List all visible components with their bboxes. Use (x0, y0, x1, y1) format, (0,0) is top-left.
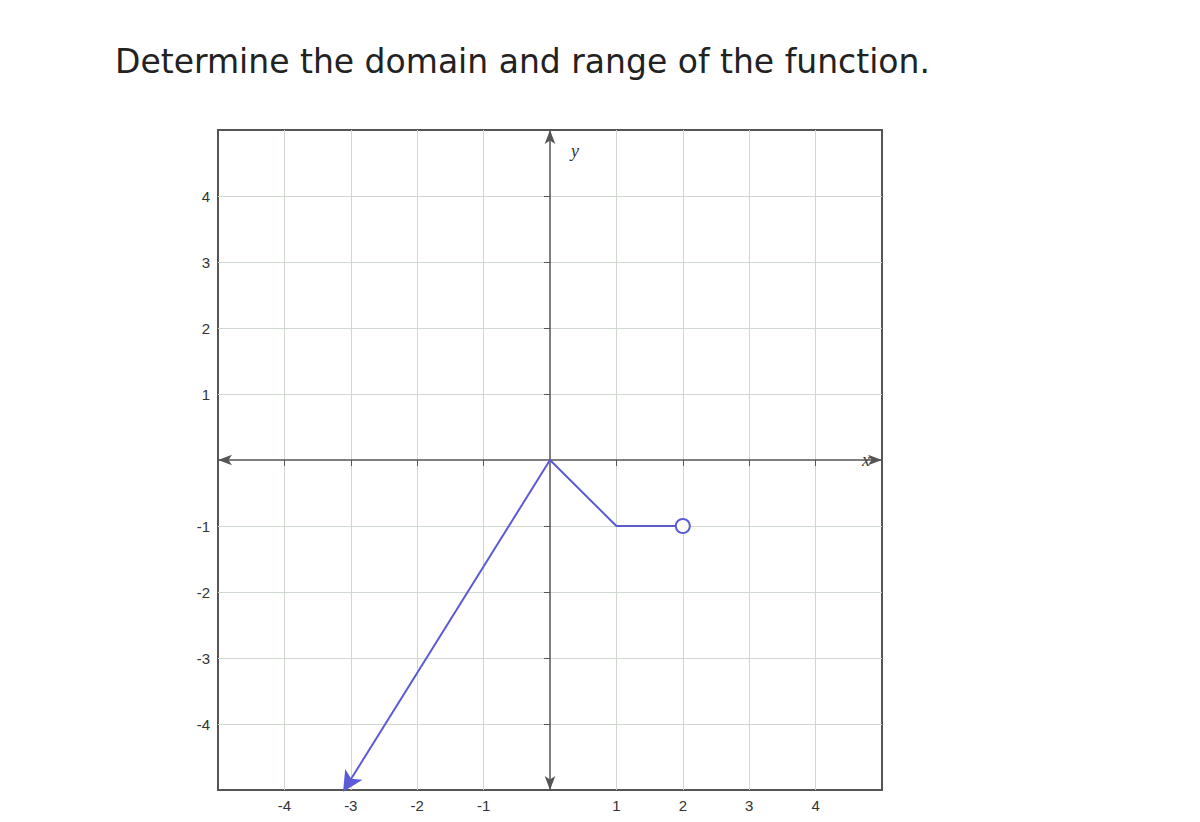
svg-text:-4: -4 (278, 797, 291, 814)
svg-text:2: 2 (679, 797, 687, 814)
svg-text:y: y (569, 141, 579, 161)
svg-text:-3: -3 (344, 797, 357, 814)
svg-text:-1: -1 (477, 797, 490, 814)
svg-text:-2: -2 (197, 584, 210, 601)
svg-text:-4: -4 (197, 716, 210, 733)
svg-text:1: 1 (612, 797, 620, 814)
svg-text:Determine the domain and range: Determine the domain and range of the fu… (115, 42, 930, 81)
svg-text:-3: -3 (197, 650, 210, 667)
svg-text:4: 4 (202, 188, 210, 205)
svg-text:3: 3 (745, 797, 753, 814)
svg-text:1: 1 (202, 386, 210, 403)
svg-text:-1: -1 (197, 518, 210, 535)
svg-text:3: 3 (202, 254, 210, 271)
svg-text:x: x (862, 450, 870, 470)
svg-text:4: 4 (811, 797, 819, 814)
svg-text:-2: -2 (411, 797, 424, 814)
svg-text:2: 2 (202, 320, 210, 337)
